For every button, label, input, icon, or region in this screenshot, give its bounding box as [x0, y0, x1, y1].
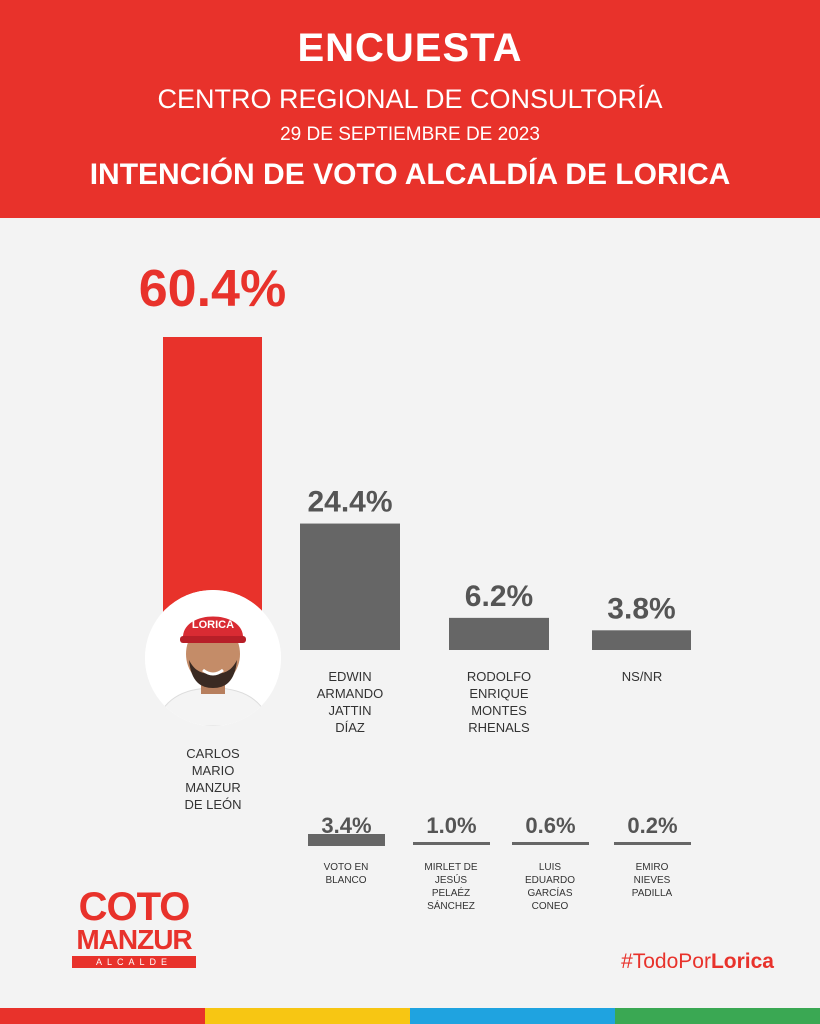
survey-date: 29 DE SEPTIEMBRE DE 2023	[280, 124, 540, 145]
strip-segment	[615, 1008, 820, 1024]
bar-4	[308, 834, 385, 846]
candidate-label-line: RHENALS	[468, 720, 530, 735]
survey-question: INTENCIÓN DE VOTO ALCALDÍA DE LORICA	[89, 158, 731, 191]
candidate-label-7: EMIRO NIEVES PADILLA	[602, 861, 702, 900]
bar-2	[449, 617, 549, 650]
strip-segment	[410, 1008, 615, 1024]
candidate-label-line: BLANCO	[325, 875, 367, 886]
candidate-label-line: DE LEÓN	[184, 797, 242, 812]
cap-text: LORICA	[192, 619, 234, 631]
logo-line-1: COTO	[78, 885, 191, 929]
candidate-label-6: LUIS EDUARDO GARCÍAS CONEO	[500, 861, 600, 913]
bar-6	[512, 842, 589, 845]
candidate-label-line: PADILLA	[631, 888, 673, 899]
candidate-label-4: VOTO EN BLANCO	[296, 861, 396, 887]
candidate-label-line: EMIRO	[635, 862, 669, 873]
value-label-5: 1.0%	[426, 813, 476, 838]
candidate-label-line: RODOLFO	[466, 669, 532, 684]
strip-segment	[205, 1008, 410, 1024]
value-label-2: 6.2%	[465, 580, 533, 613]
value-label-7: 0.2%	[627, 813, 677, 838]
survey-title: ENCUESTA	[297, 26, 523, 70]
campaign-logo: COTO MANZUR ALCALDE	[66, 885, 202, 968]
candidate-label-line: ENRIQUE	[469, 686, 529, 701]
bar-7	[614, 842, 691, 845]
candidate-label-line: CONEO	[531, 901, 569, 912]
candidate-label-line: EDWIN	[328, 669, 372, 684]
candidate-label-line: SÁNCHEZ	[427, 901, 475, 912]
candidate-label-line: MONTES	[471, 703, 527, 718]
header-banner: ENCUESTA CENTRO REGIONAL DE CONSULTORÍA …	[0, 0, 820, 218]
candidate-portrait-icon: LORICA	[145, 590, 281, 726]
candidate-label-line: GARCÍAS	[527, 888, 573, 899]
candidate-label-line: EDUARDO	[524, 875, 575, 886]
value-label-6: 0.6%	[525, 813, 575, 838]
logo-line-3: ALCALDE	[72, 956, 196, 968]
candidate-label-line: DÍAZ	[335, 720, 365, 735]
value-label-1: 24.4%	[307, 486, 392, 519]
candidate-label-line: MIRLET DE	[424, 862, 478, 873]
candidate-label-line: MANZUR	[185, 780, 241, 795]
candidate-label-line: LUIS	[538, 862, 562, 873]
hashtag: #TodoPorLorica	[621, 950, 774, 974]
candidate-label-line: CARLOS	[186, 746, 240, 761]
strip-segment	[0, 1008, 205, 1024]
hashtag-emphasis: Lorica	[710, 950, 774, 973]
candidate-label-line: JESÚS	[434, 875, 468, 886]
candidate-label-line: MARIO	[191, 763, 235, 778]
candidate-label-line: PELAÉZ	[431, 888, 471, 899]
candidate-label-line: NS/NR	[621, 669, 663, 684]
candidate-label-1: EDWIN ARMANDO JATTIN DÍAZ	[295, 668, 405, 736]
candidate-label-2: RODOLFO ENRIQUE MONTES RHENALS	[444, 668, 554, 736]
candidate-photo-avatar: LORICA	[145, 590, 281, 726]
value-label-3: 3.8%	[607, 592, 675, 625]
candidate-label-line: JATTIN	[328, 703, 372, 718]
hashtag-prefix: #TodoPor	[621, 950, 711, 973]
candidate-label-line: NIEVES	[633, 875, 671, 886]
bar-5	[413, 842, 490, 845]
candidate-label-0: CARLOS MARIO MANZUR DE LEÓN	[140, 745, 286, 813]
candidate-label-5: MIRLET DE JESÚS PELAÉZ SÁNCHEZ	[401, 861, 501, 913]
value-label-0: 60.4%	[139, 260, 286, 318]
bar-1	[300, 523, 400, 650]
candidate-label-line: ARMANDO	[316, 686, 384, 701]
value-label-4: 3.4%	[321, 813, 371, 838]
bar-3	[592, 630, 691, 650]
pollster-name: CENTRO REGIONAL DE CONSULTORÍA	[157, 84, 663, 114]
candidate-label-line: VOTO EN	[323, 862, 369, 873]
logo-line-2: MANZUR	[76, 924, 192, 955]
color-strip	[0, 1008, 820, 1024]
candidate-label-3: NS/NR	[587, 668, 697, 685]
